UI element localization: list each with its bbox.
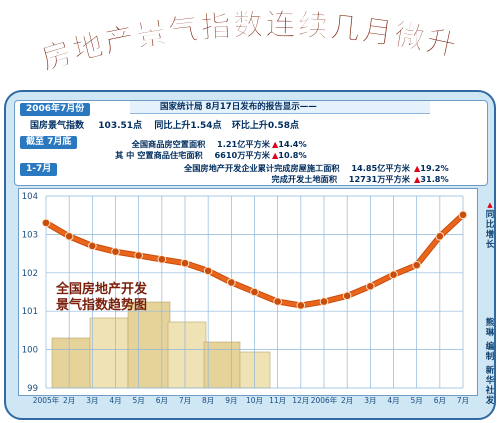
data-point [111, 247, 120, 256]
x-tick-label: 5月 [133, 396, 145, 405]
x-tick-label: 3月 [86, 396, 98, 405]
chart-title-line1: 全国房地产开发 [56, 282, 148, 297]
title-banner: 房地产景气指数连续几月微升 [37, 7, 459, 77]
building-illustration [239, 351, 271, 389]
side-label-yoy-text: 同比增长 [485, 210, 495, 250]
x-tick-label: 4月 [109, 396, 121, 405]
side-editor: 编制 [485, 342, 495, 362]
data-point [319, 297, 329, 306]
vacant-total-value: 1.21亿平方米 [217, 139, 270, 149]
building-illustration [51, 337, 93, 389]
building-illustration [127, 301, 171, 389]
vacant-housing-value: 6610万平方米 [214, 150, 270, 160]
building-illustration [203, 341, 241, 389]
construction-line: 全国房地产开发企业累计完成房屋施工面积 14.85亿平方米 [60, 163, 410, 174]
x-tick-label: 9月 [225, 396, 237, 405]
data-point [41, 218, 51, 228]
data-point [250, 287, 259, 297]
up-triangle-icon: ▲ [414, 174, 421, 184]
vacant-housing-line: 其 中 空置商品住宅面积 6610万平方米 [40, 150, 270, 161]
side-label-yoy: ▲ 同比增长 [484, 200, 496, 250]
x-tick-label: 2006年 [311, 395, 338, 405]
vacant-total-line: 全国商品房空置面积 1.21亿平方米 [60, 139, 270, 150]
building-illustration [167, 321, 207, 389]
section-tag-jan-july: 1-7月 [20, 163, 58, 176]
index-line: 国房景气指数 103.51点 同比上升1.54点 环比上升0.58点 [30, 121, 299, 132]
x-tick-label: 7月 [457, 396, 469, 405]
data-point [227, 278, 236, 287]
data-point [157, 255, 167, 264]
construction-change-wrap: ▲19.2% [414, 163, 449, 174]
y-tick-label: 103 [22, 230, 38, 240]
x-tick-label: 6月 [434, 396, 446, 405]
data-point [180, 258, 190, 268]
x-tick-label: 2月 [341, 396, 353, 405]
x-tick-label: 2月 [63, 396, 75, 405]
construction-label: 全国房地产开发企业累计完成房屋施工面积 [184, 163, 340, 173]
construction-change: 19.2% [420, 163, 449, 173]
land-label: 完成开发土地面积 [271, 174, 338, 184]
x-tick-label: 4月 [387, 396, 399, 405]
up-triangle-icon: ▲ [487, 201, 493, 209]
land-line: 完成开发土地面积 12731万平方米 [150, 174, 410, 185]
up-triangle-icon: ▲ [272, 139, 279, 149]
up-triangle-icon: ▲ [272, 150, 279, 160]
index-yoy: 同比上升1.54点 [154, 121, 222, 131]
data-point [342, 291, 352, 301]
data-point [134, 251, 143, 260]
data-point [389, 270, 398, 280]
data-point [412, 260, 421, 270]
side-source: 新华社发 [485, 366, 495, 406]
data-point [435, 232, 445, 241]
x-tick-label: 3月 [364, 396, 376, 405]
up-triangle-icon: ▲ [414, 163, 421, 173]
vacant-total-change-wrap: ▲14.4% [272, 139, 307, 150]
y-tick-label: 102 [22, 269, 38, 279]
data-point [64, 232, 74, 241]
index-value: 103.51点 [98, 121, 143, 131]
section-tag-july: 2006年7月份 [20, 103, 91, 116]
side-author: 熊琳 [485, 318, 495, 338]
data-point [203, 266, 213, 276]
y-tick-label: 99 [27, 384, 38, 394]
vacant-housing-prefix: 其 中 [115, 150, 135, 160]
x-tick-label: 11月 [269, 396, 286, 405]
x-tick-label: 5月 [411, 396, 423, 405]
data-point [458, 210, 468, 220]
vacant-total-change: 14.4% [278, 139, 307, 149]
chart-title: 全国房地产开发 景气指数趋势图 [56, 282, 147, 314]
data-point [296, 301, 306, 310]
x-tick-label: 12月 [292, 396, 309, 405]
data-point [273, 297, 282, 306]
side-label-credit: 熊琳 编制 新华社发 [484, 318, 496, 406]
index-label: 国房景气指数 [30, 121, 85, 131]
y-tick-label: 104 [22, 192, 38, 202]
vacant-housing-label: 空置商品住宅面积 [137, 150, 203, 160]
vacant-housing-change-wrap: ▲10.8% [272, 150, 307, 161]
x-tick-label: 6月 [156, 396, 168, 405]
source-note: 国家统计局 8月17日发布的报告显示—— [130, 101, 430, 114]
index-mom: 环比上升0.58点 [231, 121, 300, 131]
y-tick-label: 101 [22, 307, 38, 317]
section-tag-end-july: 截至 7月底 [20, 136, 78, 149]
x-tick-label: 8月 [202, 396, 214, 405]
x-tick-label: 7月 [179, 396, 191, 405]
vacant-total-label: 全国商品房空置面积 [131, 139, 206, 149]
data-point [88, 241, 97, 251]
construction-value: 14.85亿平方米 [351, 163, 410, 173]
vacant-housing-change: 10.8% [278, 150, 307, 160]
y-tick-label: 100 [22, 346, 38, 356]
x-tick-label: 10月 [246, 396, 263, 405]
land-value: 12731万平方米 [348, 174, 410, 184]
summary-panel [14, 100, 488, 186]
data-point [366, 281, 375, 291]
land-change: 31.8% [420, 174, 449, 184]
x-tick-label: 2005年 [33, 395, 60, 405]
building-illustration [89, 317, 129, 389]
land-change-wrap: ▲31.8% [414, 174, 449, 185]
chart-title-line2: 景气指数趋势图 [56, 298, 148, 313]
